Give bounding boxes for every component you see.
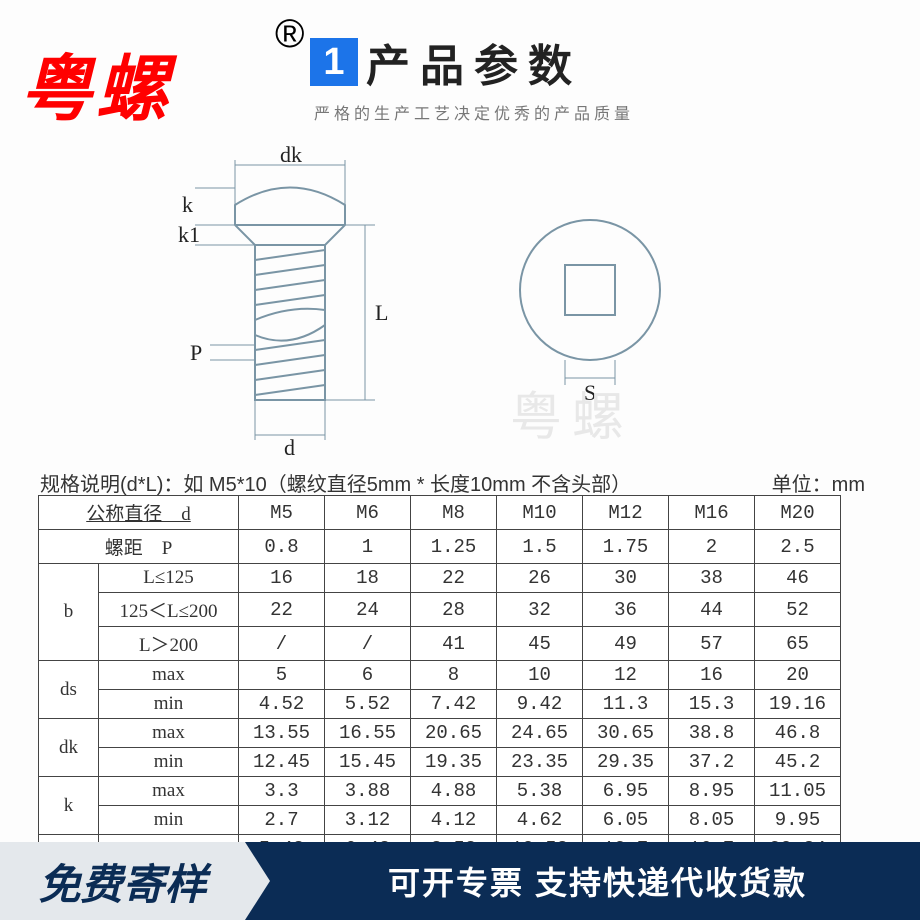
dim-dk: dk: [280, 142, 302, 168]
dim-s: S: [584, 380, 596, 406]
dim-l: L: [375, 300, 388, 326]
spec-note: 规格说明(d*L)：如 M5*10（螺纹直径5mm * 长度10mm 不含头部）: [40, 468, 631, 497]
dim-k: k: [182, 192, 193, 218]
banner-services: 可开专票 支持快递代收货款: [245, 842, 920, 920]
registered-mark: ®: [275, 12, 304, 57]
dim-k1: k1: [178, 222, 200, 248]
dim-d: d: [284, 435, 295, 461]
bottom-banner: 免费寄样 可开专票 支持快递代收货款: [0, 842, 920, 920]
dim-p: P: [190, 340, 202, 366]
screw-diagram-svg: [140, 150, 780, 460]
banner-free-sample: 免费寄样: [0, 842, 245, 920]
page-subtitle: 严格的生产工艺决定优秀的产品质量: [314, 100, 634, 124]
spec-table: 公称直径 dM5M6M8M10M12M16M20螺距 P0.811.251.51…: [38, 495, 841, 864]
technical-diagram: dk k k1 P L d S 粤螺: [140, 150, 780, 460]
header: 1 产品参数 严格的生产工艺决定优秀的产品质量: [310, 30, 634, 124]
unit-note: 单位：mm: [772, 468, 865, 497]
brand-logo: 粤螺: [20, 30, 172, 135]
page-title: 产品参数: [366, 30, 582, 94]
title-number-box: 1: [310, 38, 358, 86]
